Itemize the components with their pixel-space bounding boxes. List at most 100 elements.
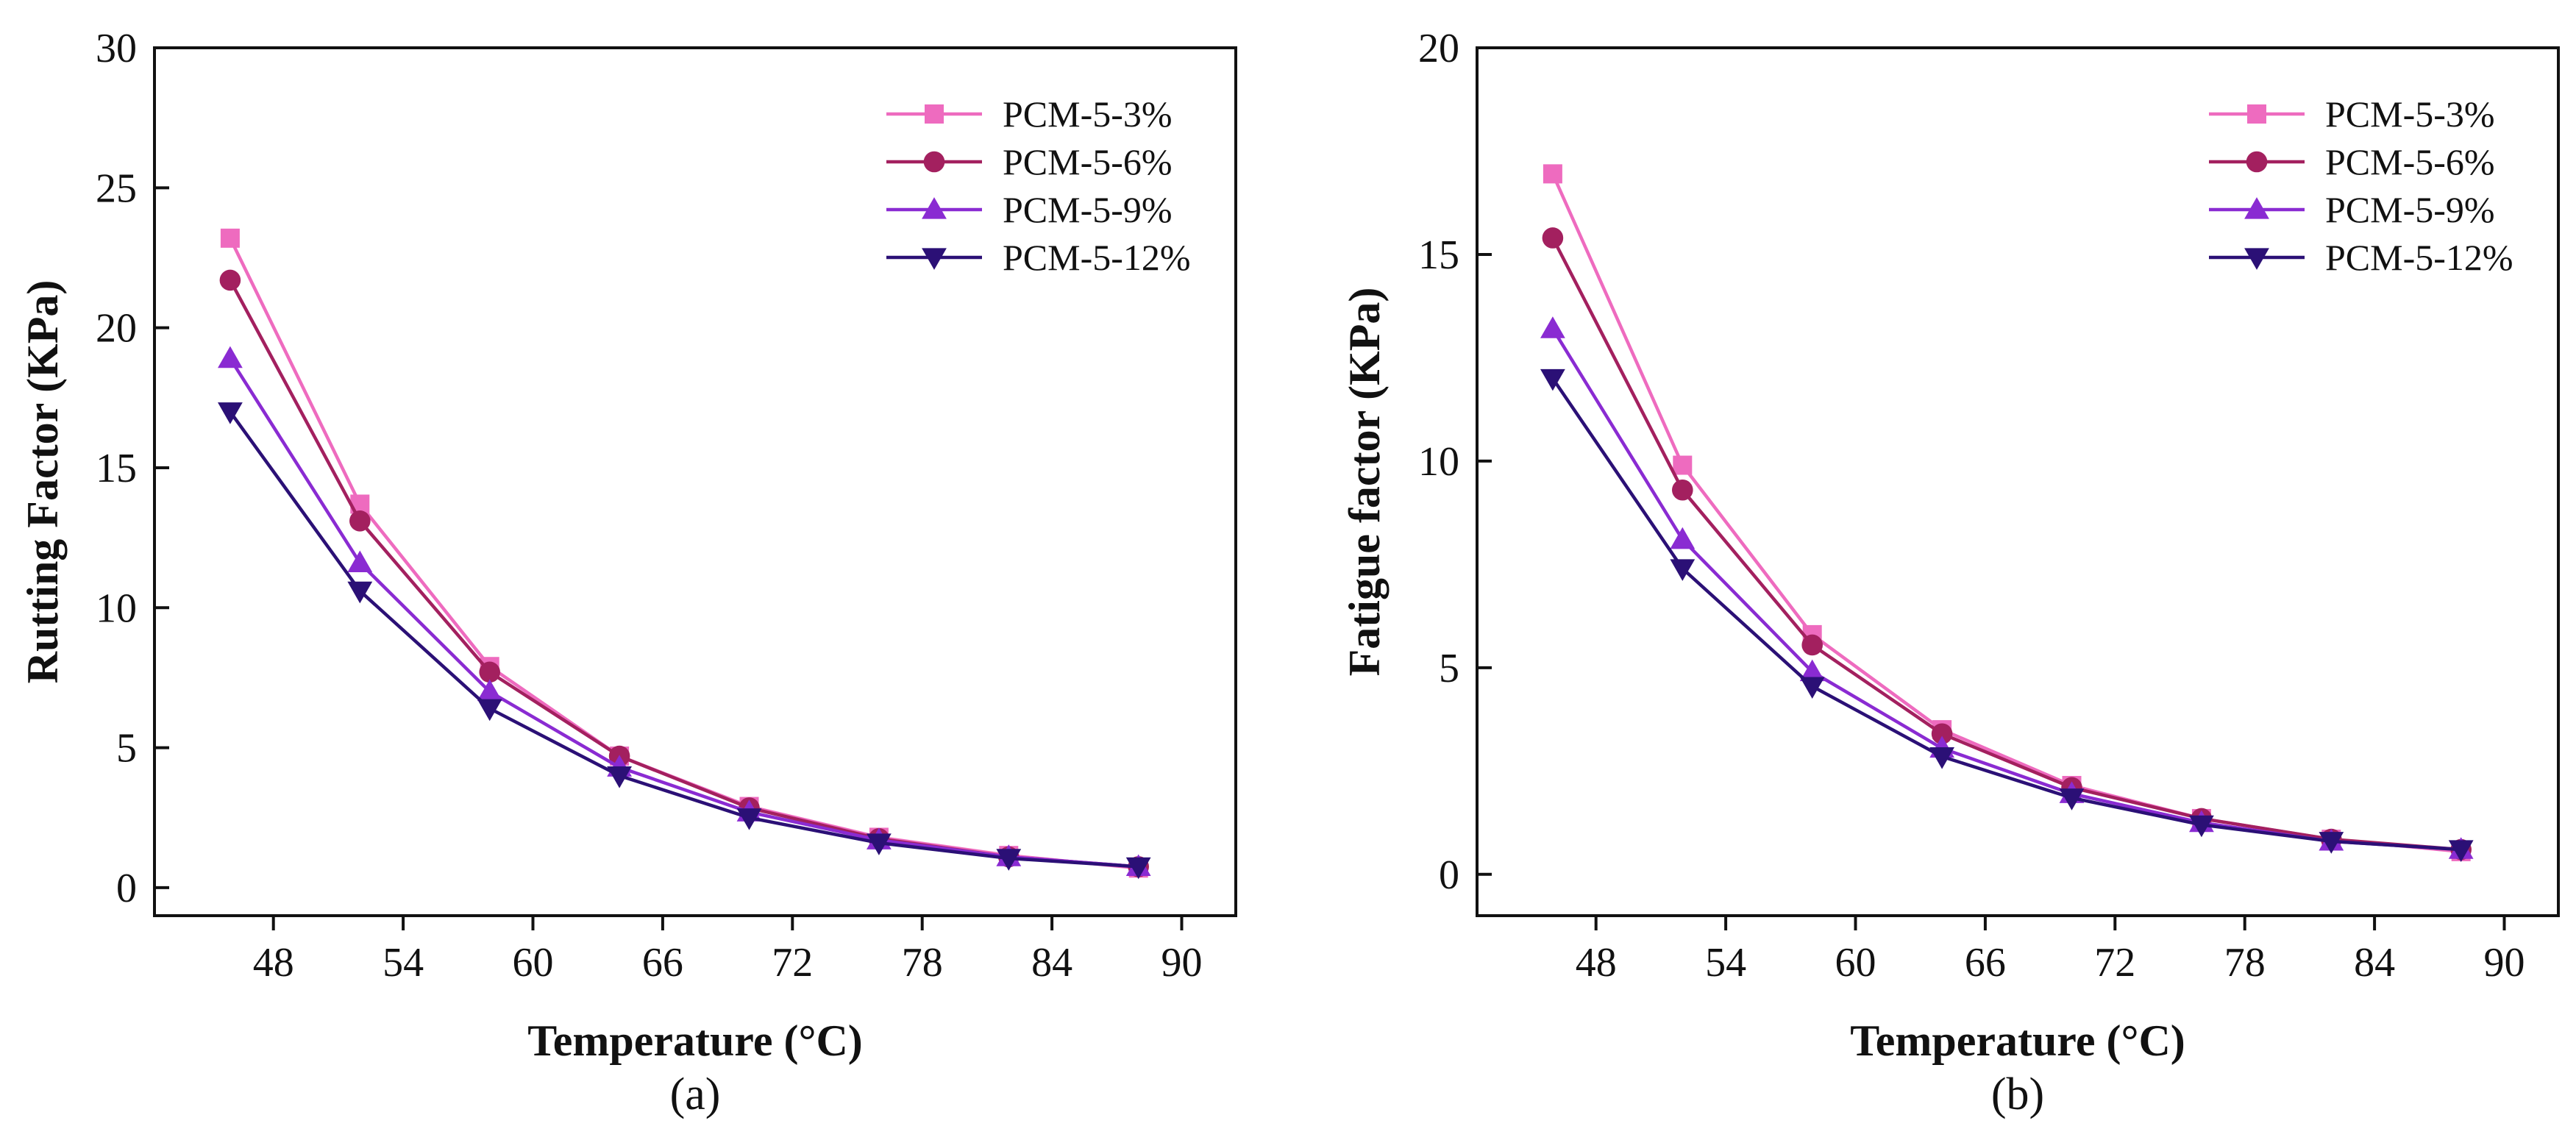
x-tick-label: 72 <box>772 940 813 986</box>
data-point <box>607 766 632 788</box>
data-point <box>1799 659 1825 682</box>
data-point <box>477 679 502 702</box>
series-line <box>228 279 1139 869</box>
x-tick-label: 78 <box>902 940 943 986</box>
legend-marker <box>923 151 945 173</box>
y-tick-label: 5 <box>116 726 137 772</box>
y-tick-label: 20 <box>1418 26 1459 71</box>
legend-label: PCM-5-9% <box>1003 189 1173 230</box>
data-point <box>2448 840 2474 862</box>
data-point <box>349 510 371 532</box>
x-tick-label: 72 <box>2094 940 2135 986</box>
data-point <box>1542 227 1564 249</box>
x-tick-label: 90 <box>2484 940 2525 986</box>
plot-frame <box>1476 46 2560 917</box>
data-point <box>1670 527 1696 549</box>
panel-label: (a) <box>670 1069 721 1119</box>
data-point <box>347 581 373 604</box>
data-point <box>218 346 243 368</box>
x-tick-label: 54 <box>1705 940 1746 986</box>
legend-marker <box>925 104 944 124</box>
data-point <box>1540 368 1565 391</box>
y-axis-ticks: 0 5 10 15 20 25 30 <box>96 26 169 911</box>
panel-label: (b) <box>1991 1069 2044 1119</box>
legend-marker <box>2244 197 2269 219</box>
legend-marker <box>922 197 947 219</box>
y-axis-label: Fatigue factor (KPa) <box>1340 288 1389 677</box>
legend: PCM-5-3% PCM-5-6% PCM-5-9% PCM-5-12% <box>886 93 1191 278</box>
legend: PCM-5-3% PCM-5-6% PCM-5-9% PCM-5-12% <box>2209 93 2513 278</box>
y-tick-label: 5 <box>1439 646 1459 691</box>
data-point <box>477 699 502 722</box>
data-point <box>1799 677 1825 699</box>
data-point <box>2319 832 2344 854</box>
series-line <box>1551 237 2461 852</box>
legend-label: PCM-5-12% <box>2325 237 2513 278</box>
plot-frame <box>153 46 1237 917</box>
x-tick-label: 84 <box>1031 940 1072 986</box>
x-tick-label: 84 <box>2354 940 2395 986</box>
y-tick-label: 20 <box>96 306 137 352</box>
data-point <box>1801 634 1823 656</box>
series-line <box>229 357 1139 869</box>
y-tick-label: 10 <box>96 585 137 631</box>
legend-label: PCM-5-12% <box>1003 237 1191 278</box>
data-point <box>1673 455 1693 475</box>
y-tick-label: 25 <box>96 165 137 211</box>
data-point <box>2189 815 2214 838</box>
series-PCM-5-12% <box>1540 368 2474 862</box>
y-axis-label: Rutting Factor (KPa) <box>18 280 67 684</box>
legend-label: PCM-5-9% <box>2325 189 2495 230</box>
series-layer <box>218 228 1151 880</box>
x-axis-label: Temperature (°C) <box>1850 1016 2185 1065</box>
y-axis-ticks: 0 5 10 15 20 <box>1418 26 1492 898</box>
data-point <box>1125 857 1151 880</box>
data-point <box>1540 316 1565 338</box>
x-tick-label: 60 <box>513 940 554 986</box>
x-tick-label: 48 <box>253 940 294 986</box>
series-line <box>1551 377 2461 852</box>
series-line <box>1551 327 2461 852</box>
data-point <box>736 808 762 830</box>
data-point <box>1672 479 1693 501</box>
legend-marker <box>2247 104 2266 124</box>
legend-label: PCM-5-6% <box>2325 141 2495 182</box>
y-tick-label: 30 <box>96 26 137 71</box>
legend-label: PCM-5-3% <box>1003 93 1173 135</box>
legend-marker <box>2246 151 2268 173</box>
series-PCM-5-6% <box>219 269 1149 877</box>
y-tick-label: 10 <box>1418 439 1459 485</box>
x-tick-label: 90 <box>1161 940 1203 986</box>
x-tick-label: 54 <box>383 940 424 986</box>
data-point <box>219 269 241 291</box>
y-tick-label: 0 <box>1439 852 1459 898</box>
legend-marker <box>2244 248 2269 270</box>
legend-label: PCM-5-6% <box>1003 141 1173 182</box>
series-PCM-5-12% <box>218 402 1151 880</box>
data-point <box>996 849 1022 871</box>
data-point <box>1543 164 1562 184</box>
series-line <box>229 410 1139 869</box>
data-point <box>218 402 243 424</box>
x-tick-label: 48 <box>1576 940 1617 986</box>
x-axis-ticks: 48 54 60 66 72 78 84 90 <box>1576 916 2525 986</box>
data-point <box>867 833 892 855</box>
legend-label: PCM-5-3% <box>2325 93 2495 135</box>
data-point <box>479 661 500 683</box>
data-point <box>1931 723 1953 745</box>
y-tick-label: 0 <box>116 866 137 911</box>
x-axis-label: Temperature (°C) <box>527 1016 863 1065</box>
x-tick-label: 60 <box>1835 940 1876 986</box>
x-tick-label: 66 <box>1965 940 2006 986</box>
x-axis-ticks: 48 54 60 66 72 78 84 90 <box>253 916 1203 986</box>
y-tick-label: 15 <box>1418 232 1459 278</box>
legend-marker <box>922 248 947 270</box>
series-layer <box>1540 164 2474 862</box>
x-tick-label: 66 <box>642 940 683 986</box>
x-tick-label: 78 <box>2224 940 2266 986</box>
data-point <box>1670 559 1696 581</box>
data-point <box>347 550 373 573</box>
